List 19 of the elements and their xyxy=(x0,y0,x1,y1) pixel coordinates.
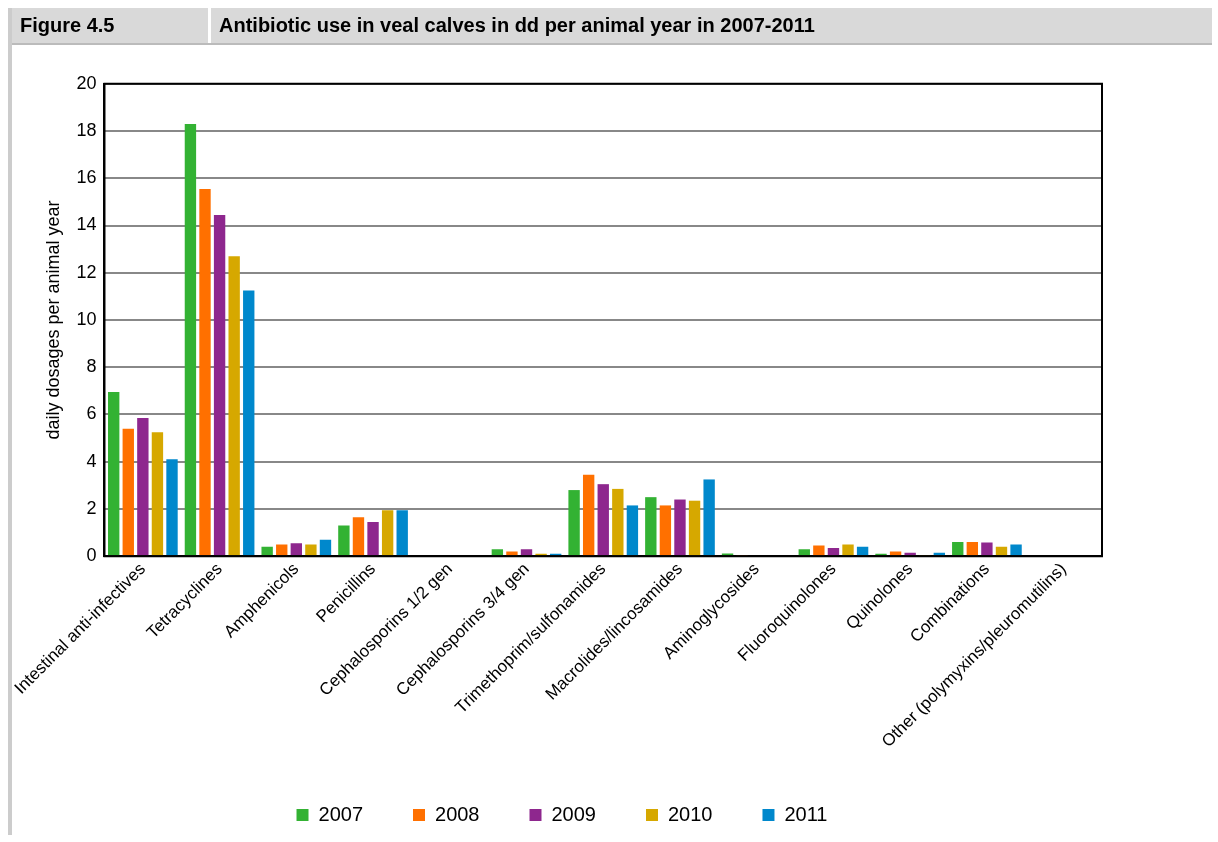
y-tick-label: 0 xyxy=(86,545,97,566)
y-tick-label: 10 xyxy=(76,308,97,329)
y-tick-label: 8 xyxy=(86,356,97,377)
y-tick-label: 2 xyxy=(86,497,97,518)
y-tick-label: 6 xyxy=(86,403,97,424)
y-tick-label: 14 xyxy=(76,214,97,235)
chart-subtitle: Figure 4.5 xyxy=(19,13,116,38)
y-tick-label: 18 xyxy=(76,120,97,141)
chart-title: Antibiotic use in veal calves in dd per animal year in 2007-2011 xyxy=(208,8,1212,43)
y-tick-label: 12 xyxy=(76,261,97,282)
y-tick-label: 20 xyxy=(76,72,97,93)
y-tick-label: 4 xyxy=(86,450,97,471)
legend-label: 2008 xyxy=(435,802,480,825)
legend-label: 2009 xyxy=(551,802,596,825)
legend-label: 2010 xyxy=(667,802,713,825)
y-tick-label: 16 xyxy=(76,167,97,188)
legend-label: 2007 xyxy=(318,802,364,825)
legend-label: 2011 xyxy=(784,802,828,825)
y-axis-title: daily dosages per animal year xyxy=(42,200,63,440)
